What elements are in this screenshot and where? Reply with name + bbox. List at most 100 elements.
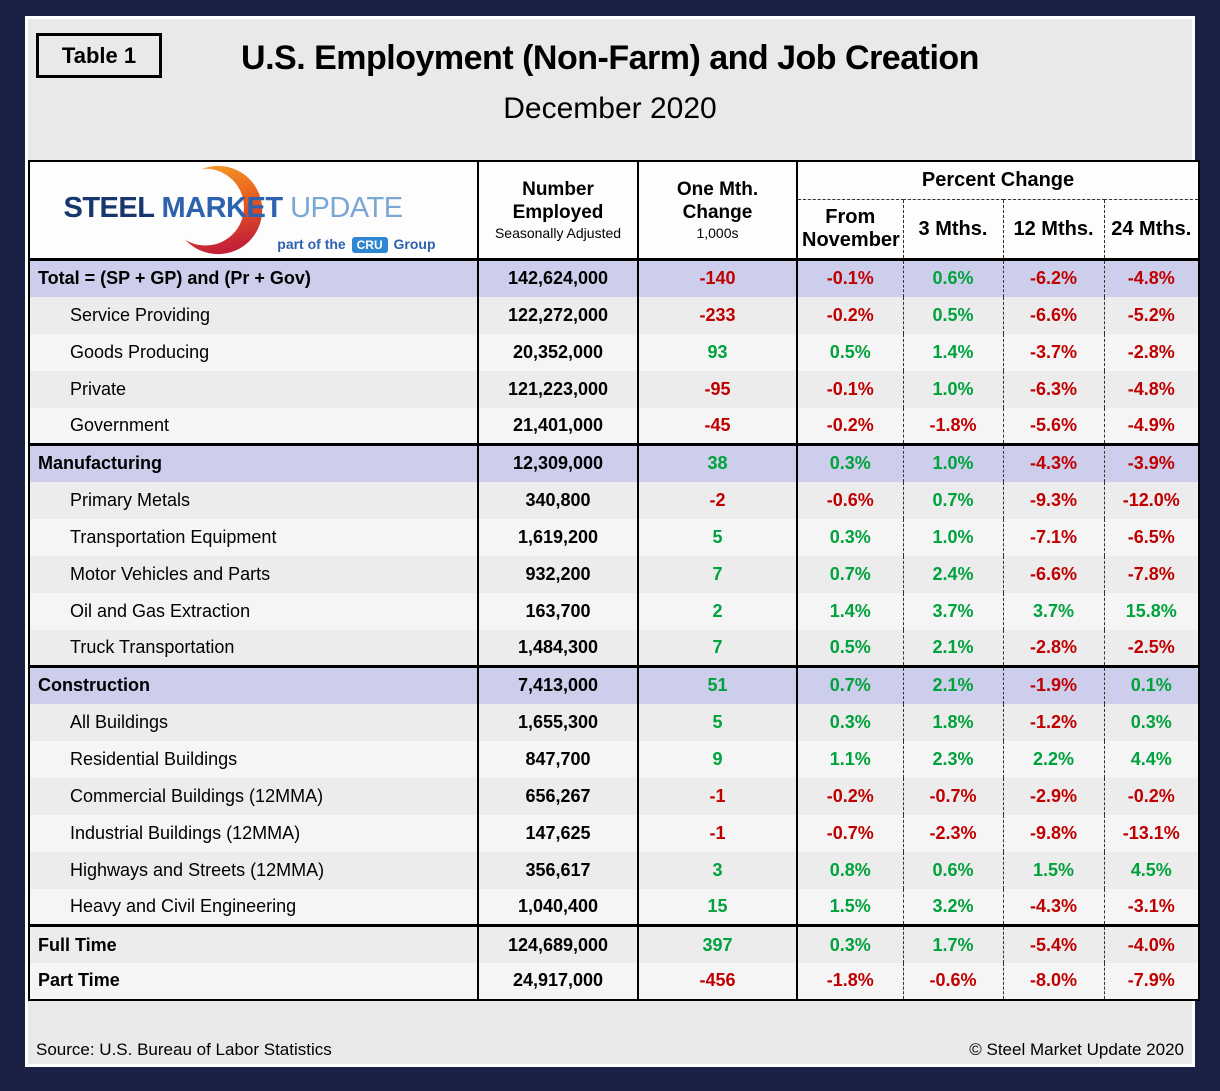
percent-change-value: -4.3% <box>1002 443 1104 482</box>
percent-change-value: -4.3% <box>1002 888 1104 926</box>
percent-change-value: -6.2% <box>1002 257 1104 297</box>
one-month-change-value: 7 <box>637 555 797 593</box>
percent-change-value: 3.7% <box>1002 592 1104 630</box>
percent-change-value: -0.7% <box>796 814 903 852</box>
percent-change-value: 0.8% <box>796 851 903 889</box>
percent-change-value: -0.2% <box>796 407 903 445</box>
table-row: All Buildings 1,655,300 5 0.3% 1.8% -1.2% 0.3% <box>29 703 1200 741</box>
one-month-change-value: -2 <box>637 481 797 519</box>
percent-change-value: 1.7% <box>902 924 1003 963</box>
percent-change-value: 1.0% <box>902 370 1003 408</box>
percent-change-value: 1.0% <box>902 518 1003 556</box>
percent-change-value: -0.1% <box>796 257 903 297</box>
number-employed-value: 21,401,000 <box>477 407 638 445</box>
percent-change-value: 0.5% <box>796 629 903 667</box>
number-employed-value: 24,917,000 <box>477 962 638 1000</box>
percent-change-value: -2.8% <box>1103 333 1200 371</box>
column-header-note: 1,000s <box>696 225 739 241</box>
percent-change-value: -0.1% <box>796 370 903 408</box>
table-row: Primary Metals 340,800 -2 -0.6% 0.7% -9.3% -12… <box>29 481 1200 519</box>
percent-change-value: 0.5% <box>796 333 903 371</box>
number-employed-value: 1,040,400 <box>477 888 638 926</box>
percent-change-value: -0.2% <box>796 296 903 334</box>
number-employed-value: 122,272,000 <box>477 296 638 334</box>
table-row: Private 121,223,000 -95 -0.1% 1.0% -6.3% -4.8% <box>29 370 1200 408</box>
percent-change-value: -5.6% <box>1002 407 1104 445</box>
one-month-change-value: 15 <box>637 888 797 926</box>
tagline-prefix: part of the <box>277 236 346 252</box>
page-title: U.S. Employment (Non-Farm) and Job Creat… <box>241 39 979 77</box>
number-employed-value: 656,267 <box>477 777 638 815</box>
one-month-change-value: 38 <box>637 443 797 482</box>
table-row: Government 21,401,000 -45 -0.2% -1.8% -5.6% -4… <box>29 407 1200 445</box>
table-row: Full Time 124,689,000 397 0.3% 1.7% -5.4% -4.0… <box>29 924 1200 963</box>
row-label: Part Time <box>29 962 478 1000</box>
percent-change-value: -4.9% <box>1103 407 1200 445</box>
column-header-number-employed: Number Employed Seasonally Adjusted <box>477 161 638 260</box>
percent-change-value: 0.3% <box>796 924 903 963</box>
percent-change-value: 4.5% <box>1103 851 1200 889</box>
percent-change-value: -5.4% <box>1002 924 1104 963</box>
content-panel: Table 1 U.S. Employment (Non-Farm) and J… <box>25 16 1201 1067</box>
row-label: Goods Producing <box>29 333 478 371</box>
row-label: Service Providing <box>29 296 478 334</box>
logo-word-update: UPDATE <box>290 192 403 224</box>
table-row: Part Time 24,917,000 -456 -1.8% -0.6% -8.0% -7… <box>29 962 1200 1000</box>
row-label: Full Time <box>29 924 478 963</box>
column-header-3-mths: 3 Mths. <box>902 199 1003 260</box>
spacer <box>28 1001 1192 1041</box>
percent-change-value: 0.3% <box>796 703 903 741</box>
one-month-change-value: -456 <box>637 962 797 1000</box>
one-month-change-value: 5 <box>637 518 797 556</box>
column-header-24-mths: 24 Mths. <box>1103 199 1200 260</box>
row-label: Manufacturing <box>29 443 478 482</box>
table-number-badge: Table 1 <box>36 33 162 78</box>
percent-change-value: -4.8% <box>1103 370 1200 408</box>
percent-change-value: -5.2% <box>1103 296 1200 334</box>
one-month-change-value: 9 <box>637 740 797 778</box>
percent-change-value: 2.4% <box>902 555 1003 593</box>
table-row: Oil and Gas Extraction 163,700 2 1.4% 3.7% 3.… <box>29 592 1200 630</box>
number-employed-value: 932,200 <box>477 555 638 593</box>
percent-change-value: 1.1% <box>796 740 903 778</box>
column-header-note: Seasonally Adjusted <box>494 225 622 241</box>
percent-change-value: -6.3% <box>1002 370 1104 408</box>
table-row: Residential Buildings 847,700 9 1.1% 2.3% 2.2… <box>29 740 1200 778</box>
number-employed-value: 142,624,000 <box>477 257 638 297</box>
number-employed-value: 356,617 <box>477 851 638 889</box>
percent-change-value: 3.2% <box>902 888 1003 926</box>
one-month-change-value: 7 <box>637 629 797 667</box>
percent-change-value: -2.3% <box>902 814 1003 852</box>
number-employed-value: 847,700 <box>477 740 638 778</box>
percent-change-value: -13.1% <box>1103 814 1200 852</box>
number-employed-value: 1,655,300 <box>477 703 638 741</box>
row-label: Truck Transportation <box>29 629 478 667</box>
percent-change-value: 0.3% <box>796 518 903 556</box>
column-header-12-mths: 12 Mths. <box>1002 199 1104 260</box>
column-header-line: Change <box>682 202 753 224</box>
percent-change-value: 1.0% <box>902 443 1003 482</box>
one-month-change-value: -95 <box>637 370 797 408</box>
one-month-change-value: 51 <box>637 665 797 704</box>
smu-logo-tagline: part of the CRU Group <box>277 236 436 253</box>
smu-logo-text: STEEL MARKET UPDATE <box>64 192 456 225</box>
percent-change-value: -9.8% <box>1002 814 1104 852</box>
row-label: Transportation Equipment <box>29 518 478 556</box>
percent-change-value: 0.7% <box>796 665 903 704</box>
percent-change-value: -4.8% <box>1103 257 1200 297</box>
percent-change-value: -1.9% <box>1002 665 1104 704</box>
percent-change-value: -0.2% <box>1103 777 1200 815</box>
percent-change-value: 2.1% <box>902 665 1003 704</box>
percent-change-value: 1.5% <box>796 888 903 926</box>
percent-change-value: -9.3% <box>1002 481 1104 519</box>
row-label: Primary Metals <box>29 481 478 519</box>
page-subtitle: December 2020 <box>503 92 717 125</box>
percent-change-value: -0.2% <box>796 777 903 815</box>
percent-change-value: -8.0% <box>1002 962 1104 1000</box>
table-row: Truck Transportation 1,484,300 7 0.5% 2.1% -2… <box>29 629 1200 667</box>
percent-change-value: -0.6% <box>902 962 1003 1000</box>
table-row: Manufacturing 12,309,000 38 0.3% 1.0% -4.3% -3… <box>29 443 1200 482</box>
one-month-change-value: -1 <box>637 777 797 815</box>
one-month-change-value: 3 <box>637 851 797 889</box>
